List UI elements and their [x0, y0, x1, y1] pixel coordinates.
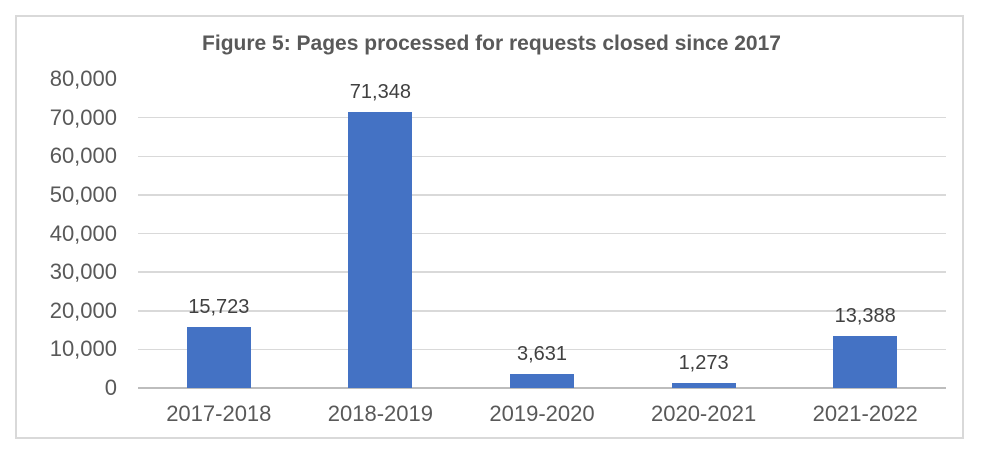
- y-axis-tick-label: 20,000: [49, 297, 117, 323]
- gridline: [138, 348, 946, 351]
- gridline: [138, 271, 946, 273]
- x-axis-category-label: 2021-2022: [812, 401, 918, 426]
- gridline: [138, 194, 946, 196]
- gridline: [138, 116, 946, 119]
- y-axis-tick-label: 80,000: [49, 66, 117, 91]
- y-axis-tick-label: 30,000: [49, 259, 117, 285]
- y-axis-tick-label: 60,000: [49, 143, 117, 169]
- x-axis-category-label: 2018-2019: [327, 401, 433, 426]
- bar: [348, 112, 413, 388]
- chart-title: Figure 5: Pages processed for requests c…: [202, 32, 781, 55]
- bar: [186, 327, 251, 388]
- y-axis-tick-label: 70,000: [49, 104, 117, 130]
- y-axis-tick-label: 0: [104, 375, 117, 400]
- y-axis-tick-label: 40,000: [49, 220, 117, 246]
- bar: [510, 373, 574, 388]
- gridline: [138, 310, 946, 312]
- chart-frame-border: [15, 15, 964, 439]
- bar: [671, 383, 736, 388]
- x-axis-baseline: [138, 387, 946, 389]
- bar-value-label: 15,723: [188, 296, 250, 319]
- gridline: [138, 232, 946, 235]
- bar-value-label: 1,273: [678, 352, 729, 375]
- x-axis-category-label: 2020-2021: [650, 401, 757, 426]
- y-axis-tick-label: 50,000: [49, 181, 117, 207]
- bar: [833, 336, 898, 388]
- x-axis-category-label: 2017-2018: [166, 401, 272, 426]
- bar-value-label: 3,631: [516, 342, 568, 365]
- bar-value-label: 71,348: [349, 81, 411, 104]
- y-axis-tick-label: 10,000: [49, 336, 117, 362]
- x-axis-category-label: 2019-2020: [489, 401, 595, 426]
- bar-value-label: 13,388: [834, 305, 896, 328]
- gridline: [138, 155, 946, 157]
